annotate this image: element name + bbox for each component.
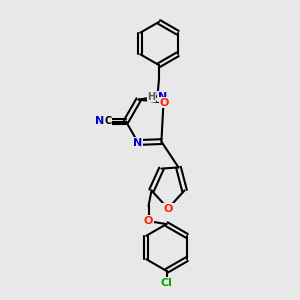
Text: O: O [163, 203, 173, 214]
Text: O: O [159, 98, 169, 108]
Text: H: H [147, 92, 156, 102]
Text: N: N [95, 116, 104, 127]
Text: C: C [104, 116, 112, 127]
Text: N: N [133, 137, 142, 148]
Text: Cl: Cl [160, 278, 172, 288]
Text: O: O [144, 216, 153, 226]
Text: N: N [158, 92, 167, 102]
